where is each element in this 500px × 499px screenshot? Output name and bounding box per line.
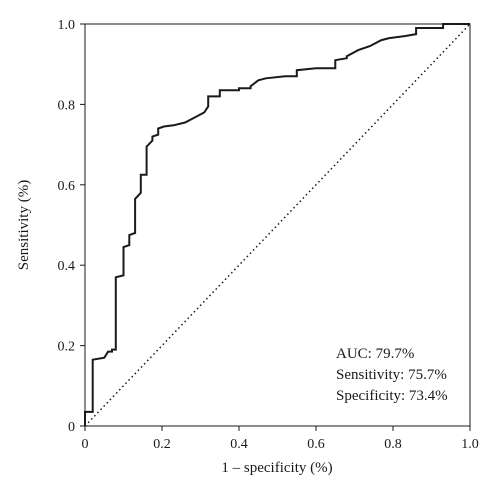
y-tick-label: 0.8	[58, 98, 76, 113]
series-layer	[84, 23, 471, 427]
y-axis-label: Sensitivity (%)	[16, 180, 32, 270]
x-tick-label: 0.4	[230, 437, 248, 452]
x-axis-ticks: 0 0.2 0.4 0.6 0.8 1.0	[82, 426, 479, 452]
x-axis-label: 1 – specificity (%)	[221, 460, 332, 476]
roc-curve-line	[84, 23, 470, 426]
y-tick-label: 0.4	[58, 259, 76, 274]
x-tick-label: 1.0	[461, 437, 479, 452]
x-tick-label: 0.2	[153, 437, 171, 452]
y-tick-label: 0.6	[58, 179, 76, 194]
plot-frame	[84, 23, 471, 427]
annotation-auc: AUC: 79.7%	[336, 346, 414, 362]
y-axis-ticks: 0 0.2 0.4 0.6 0.8 1.0	[58, 18, 85, 435]
x-tick-label: 0.8	[384, 437, 402, 452]
annotation-sensitivity: Sensitivity: 75.7%	[336, 367, 447, 383]
reference-diagonal-line	[84, 23, 471, 427]
annotation-specificity: Specificity: 73.4%	[336, 388, 448, 404]
x-tick-label: 0	[82, 437, 89, 452]
y-tick-label: 0	[68, 420, 75, 435]
y-tick-label: 1.0	[58, 18, 76, 33]
y-tick-label: 0.2	[58, 340, 76, 355]
x-tick-label: 0.6	[307, 437, 325, 452]
